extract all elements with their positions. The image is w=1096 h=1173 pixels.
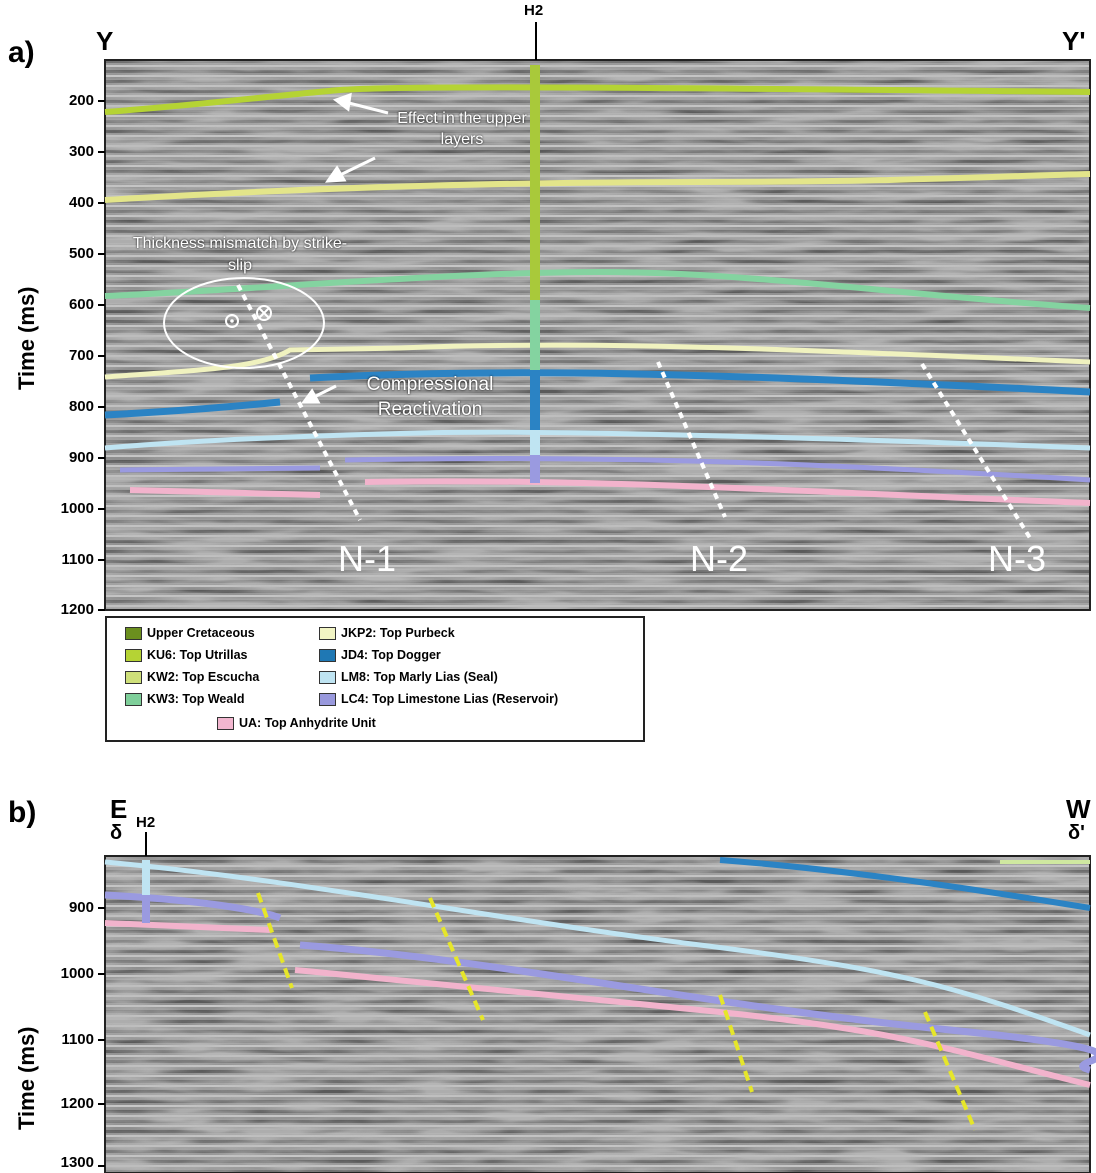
fault-b-3 [718,994,754,1093]
y-axis-label-b: Time (ms) [14,1026,39,1130]
y-tick-b: 900 [68,899,94,916]
legend-swatch [319,670,336,684]
y-tick-a: 500 [68,245,94,262]
y-tick-a: 200 [68,92,94,109]
panel-a-left-end: Y [96,26,114,56]
well-label-a: H2 [524,2,544,19]
fault-label-n1: N-1 [338,538,397,579]
strike-slip-ellipse [163,277,325,369]
y-tick-b: 1200 [60,1095,94,1112]
horizon-b-lc4 [104,891,1096,1074]
fault-b-4 [923,1011,977,1131]
y-tick-b: 1000 [60,965,94,982]
fault-n1 [236,284,362,521]
horizon-kw3 [104,268,1091,311]
y-tick-a: 900 [68,449,94,466]
well-h2-a [530,65,540,365]
well-label-b: H2 [136,814,156,831]
horizon-lm8 [104,429,1091,451]
y-tick-a: 700 [68,347,94,364]
horizon-lc4 [119,455,1091,483]
legend-swatch [217,716,234,730]
legend-swatch [319,648,336,662]
y-tick-a: 300 [68,143,94,160]
panel-b-left-end: E [110,794,128,824]
y-ticks-b [98,907,105,1167]
out-of-plane-icon [225,314,239,328]
legend-item: LM8: Top Marly Lias (Seal) [319,670,498,684]
legend-swatch [125,648,142,662]
y-axis-label-a: Time (ms) [14,286,39,390]
seismic-area-b [105,856,1090,1173]
legend-item: KU6: Top Utrillas [125,648,247,662]
fault-b-1 [256,892,294,989]
legend-item: Upper Cretaceous [125,626,255,640]
horizon-ua [129,478,1091,506]
fault-b-2 [428,897,485,1021]
panel-a-right-end: Y' [1062,26,1086,56]
panel-b-label: b) [8,796,37,829]
legend-item: LC4: Top Limestone Lias (Reservoir) [319,692,558,706]
annotation-effect: Effect in the upper layers [397,110,527,148]
y-tick-a: 1100 [61,551,94,568]
y-tick-a: 1200 [60,601,94,618]
legend-swatch [125,692,142,706]
horizon-ku6 [104,84,1091,115]
horizon-b-lm8 [104,859,1091,1038]
horizon-kw2 [104,171,1091,203]
y-tick-a: 1000 [60,500,94,517]
horizon-b-jd4 [719,857,1091,911]
annotation-thickness: Thickness mismatch by strike-slip [132,235,348,274]
y-tick-a: 400 [68,194,94,211]
fault-label-n2: N-2 [690,538,749,579]
y-tick-a: 800 [68,398,94,415]
panel-b-right-end: W [1066,794,1091,824]
panel-a-label: a) [8,36,35,69]
horizon-jkp2 [104,342,1091,380]
panel-a-seismic [98,22,1091,611]
legend-swatch [125,670,142,684]
legend-swatch [319,626,336,640]
legend-swatch [125,626,142,640]
into-plane-icon [256,305,272,321]
well-h2-b [142,860,150,920]
legend-item: KW2: Top Escucha [125,670,259,684]
legend-item: JD4: Top Dogger [319,648,441,662]
legend-swatch [319,692,336,706]
legend-item: KW3: Top Weald [125,692,244,706]
panel-b-left-sub: δ [110,822,123,844]
fault-n3 [920,362,1032,540]
y-ticks-a [98,100,105,611]
y-tick-b: 1100 [61,1031,94,1048]
y-tick-a: 600 [68,296,94,313]
panel-b-right-sub: δ' [1068,822,1085,844]
annotation-compression: Compressional Reactivation [366,374,494,420]
legend-item: UA: Top Anhydrite Unit [217,716,376,730]
arrow-upper-2 [337,156,376,178]
horizon-b-ua [104,920,1091,1088]
y-tick-b: 1300 [60,1154,94,1171]
arrow-upper-1 [344,100,389,115]
horizon-legend: Upper Cretaceous KU6: Top Utrillas KW2: … [105,616,645,742]
legend-item: JKP2: Top Purbeck [319,626,455,640]
fault-label-n3: N-3 [988,538,1047,579]
